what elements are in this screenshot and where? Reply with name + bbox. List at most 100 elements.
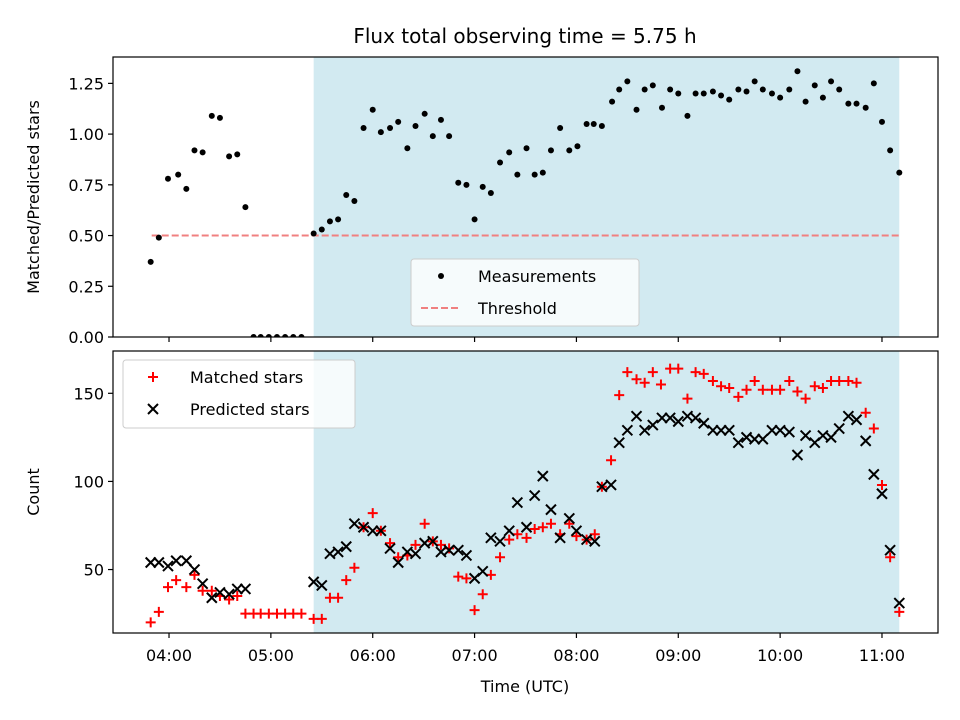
legend-marker: [148, 372, 158, 382]
measurementspoint: [718, 92, 725, 99]
legend-label: Measurements: [478, 267, 596, 286]
measurementspoint: [743, 88, 750, 95]
predicted-starspoint: [825, 431, 837, 444]
predicted-starspoint: [893, 597, 906, 609]
measurementspoint: [318, 226, 325, 233]
predicted-starspoint: [766, 424, 778, 437]
matched-starspoint: [851, 377, 862, 388]
predicted-starspoint: [231, 583, 243, 595]
measurementspoint: [226, 153, 233, 160]
matched-starspoint: [537, 522, 548, 533]
predicted-starspoint: [554, 532, 566, 544]
predicted-starspoint: [494, 535, 506, 548]
matched-starspoint: [571, 531, 582, 542]
x-tick-label: 08:00: [553, 646, 599, 665]
matched-starspoint: [894, 606, 905, 617]
matched-starspoint: [868, 423, 879, 434]
legend-label: Predicted stars: [190, 400, 310, 419]
matched-starspoint: [349, 562, 360, 573]
matched-starspoint: [410, 539, 421, 550]
predicted-starspoint: [452, 544, 464, 556]
predicted-starspoint: [570, 525, 583, 537]
predicted-starspoint: [876, 488, 888, 500]
measurementspoint: [870, 80, 877, 87]
measurementspoint: [700, 90, 707, 97]
predicted-starspoint: [332, 546, 344, 558]
matched-starspoint: [224, 594, 235, 605]
measurementspoint: [759, 86, 766, 93]
matched-starspoint: [631, 374, 642, 385]
x-tick-label: 11:00: [859, 646, 905, 665]
predicted-starspoint: [757, 433, 769, 445]
predicted-starspoint: [239, 583, 252, 595]
measurementspoint: [583, 120, 590, 127]
predicted-starspoint: [316, 579, 328, 592]
predicted-starspoint: [153, 556, 165, 569]
legend-label: Matched stars: [190, 368, 303, 387]
measurementspoint: [751, 78, 758, 85]
measurementspoint: [845, 100, 852, 107]
measurementspoint: [369, 106, 376, 113]
measurementspoint: [641, 86, 648, 93]
measurementspoint: [265, 334, 272, 337]
measurementspoint: [547, 147, 554, 154]
measurementspoint: [667, 86, 674, 93]
matched-starspoint: [698, 368, 709, 379]
measurementspoint: [684, 112, 691, 119]
matched-starspoint: [809, 381, 820, 392]
predicted-starspoint: [672, 415, 684, 428]
measurementspoint: [351, 198, 358, 205]
matched-starspoint: [622, 367, 633, 378]
predicted-starspoint: [443, 544, 455, 556]
matched-starspoint: [206, 585, 217, 596]
matched-starspoint: [733, 391, 744, 402]
matched-starspoint: [741, 384, 752, 395]
matched-starspoint: [477, 589, 488, 600]
predicted-starspoint: [206, 592, 218, 604]
matched-starspoint: [181, 582, 192, 593]
legend-label: Threshold: [477, 299, 557, 318]
matched-starspoint: [792, 386, 803, 397]
predicted-starspoint: [842, 410, 855, 422]
measurementspoint: [147, 258, 154, 265]
x-tick-label: 07:00: [452, 646, 498, 665]
matched-starspoint: [545, 518, 556, 529]
measurementspoint: [199, 149, 206, 156]
measurementspoint: [506, 149, 513, 156]
measurementspoint: [404, 145, 411, 152]
matched-starspoint: [367, 508, 378, 519]
measurementspoint: [335, 216, 342, 223]
matched-starspoint: [145, 617, 156, 628]
predicted-starspoint: [589, 535, 601, 548]
predicted-starspoint: [460, 549, 473, 562]
measurementspoint: [658, 104, 665, 111]
predicted-starspoint: [563, 512, 576, 525]
matched-starspoint: [843, 375, 854, 386]
predicted-starspoint: [689, 412, 702, 424]
measurementspoint: [290, 334, 297, 337]
matched-starspoint: [707, 375, 718, 386]
measurementspoint: [282, 334, 289, 337]
y-tick-label: 100: [73, 472, 104, 491]
predicted-starspoint: [520, 521, 533, 533]
predicted-starspoint: [528, 489, 541, 502]
predicted-starspoint: [392, 556, 404, 569]
predicted-starspoint: [144, 556, 157, 569]
predicted-starspoint: [698, 417, 710, 429]
measurementspoint: [768, 90, 775, 97]
predicted-starspoint: [596, 481, 608, 493]
predicted-starspoint: [833, 422, 845, 435]
matched-starspoint: [647, 367, 658, 378]
measurementspoint: [421, 110, 428, 117]
measurementspoint: [377, 129, 384, 136]
measurementspoint: [590, 120, 597, 127]
predicted-starspoint: [375, 525, 387, 537]
measurementspoint: [257, 334, 264, 337]
measurementspoint: [273, 334, 280, 337]
predicted-starspoint: [503, 525, 515, 537]
measurementspoint: [298, 334, 305, 337]
predicted-starspoint: [170, 555, 182, 567]
measurementspoint: [828, 78, 835, 85]
matched-starspoint: [682, 393, 693, 404]
matched-starspoint: [385, 538, 396, 549]
